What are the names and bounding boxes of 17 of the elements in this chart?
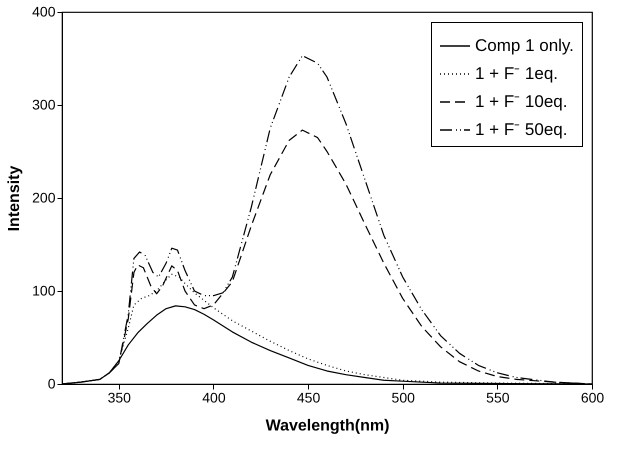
x-tick-label: 450 (296, 390, 320, 406)
y-tick-label: 0 (48, 376, 56, 392)
y-tick-label: 300 (32, 96, 56, 112)
y-tick-label: 400 (32, 4, 56, 20)
y-tick-label: 200 (32, 190, 56, 206)
legend-label: 1 + F⁻ 50eq. (475, 120, 568, 139)
x-tick-label: 400 (202, 390, 226, 406)
x-tick-label: 550 (486, 390, 510, 406)
y-axis-title: Intensity (6, 166, 24, 232)
legend-label: 1 + F⁻ 1eq. (475, 64, 558, 83)
x-tick-label: 500 (392, 390, 416, 406)
x-tick-label: 350 (108, 390, 132, 406)
x-axis-title: Wavelength(nm) (266, 418, 390, 434)
legend-label: Comp 1 only. (475, 36, 574, 55)
y-tick-label: 100 (32, 282, 56, 298)
x-tick-label: 600 (580, 390, 604, 406)
legend-label: 1 + F⁻ 10eq. (475, 92, 568, 111)
